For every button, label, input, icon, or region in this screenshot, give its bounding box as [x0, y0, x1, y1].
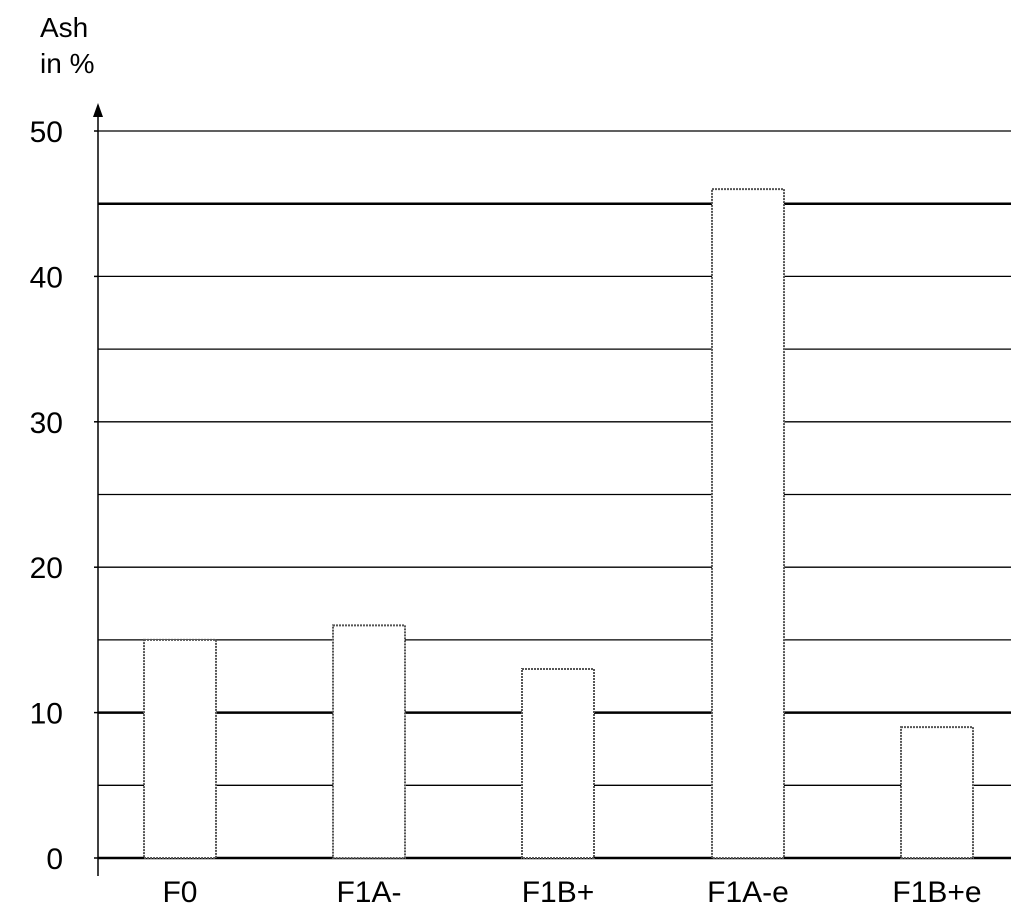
- bar-F1A-e: [711, 188, 785, 860]
- bar-F1A-: [332, 624, 406, 859]
- y-tick-label-40: 40: [30, 261, 63, 294]
- y-axis-arrow-icon: [93, 103, 103, 117]
- y-axis-title-line2: in %: [40, 48, 95, 79]
- bar-F0: [143, 638, 217, 860]
- x-tick-label-F1A-e: F1A-e: [707, 876, 789, 909]
- x-tick-label-F1B+e: F1B+e: [892, 876, 981, 909]
- x-tick-label-F1B+: F1B+: [522, 876, 595, 909]
- bars: [143, 188, 974, 860]
- y-tick-label-20: 20: [30, 552, 63, 585]
- y-axis-title-line1: Ash: [40, 12, 89, 43]
- y-tick-label-10: 10: [30, 698, 63, 731]
- gridlines: [98, 130, 1011, 786]
- y-tick-label-50: 50: [30, 116, 63, 149]
- y-tick-labels: 0 10 20 30 40 50: [30, 116, 63, 876]
- x-tick-label-F0: F0: [162, 876, 197, 909]
- bar-F1B+: [521, 667, 595, 859]
- bar-F1B+e: [900, 726, 974, 860]
- x-tick-labels: F0 F1A- F1B+ F1A-e F1B+e: [162, 876, 981, 909]
- x-tick-label-F1A-: F1A-: [336, 876, 401, 909]
- y-tick-label-0: 0: [46, 843, 63, 876]
- y-tick-label-30: 30: [30, 407, 63, 440]
